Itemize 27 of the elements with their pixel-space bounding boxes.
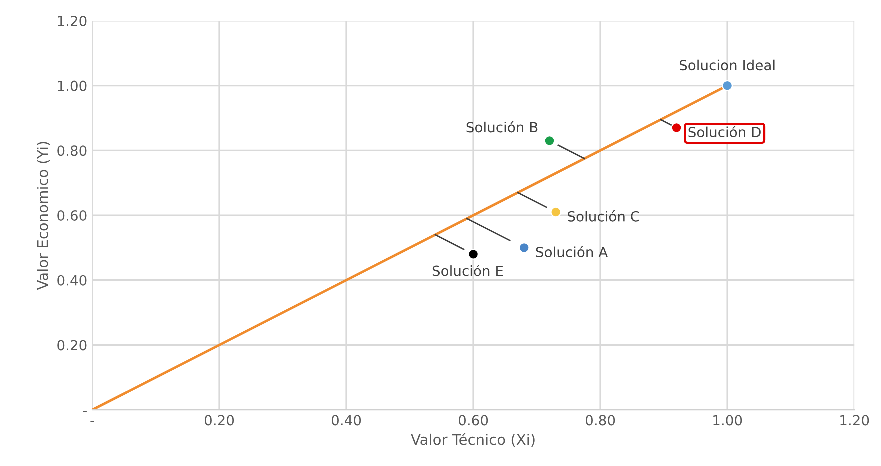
y-tick-label: 1.00 xyxy=(58,80,87,92)
x-tick-label: 0.20 xyxy=(204,415,234,426)
annotation: Solución B xyxy=(466,121,538,133)
x-tick-label: 0.40 xyxy=(332,415,362,426)
annotation: Solución C xyxy=(568,210,640,222)
y-tick-label: 0.60 xyxy=(58,210,87,221)
point xyxy=(550,206,562,218)
x-axis-title: Valor Técnico (Xi) xyxy=(411,433,535,447)
x-tick-label: 0.80 xyxy=(586,415,616,426)
annotation: Solución A xyxy=(536,246,608,258)
point xyxy=(518,242,530,254)
point xyxy=(468,248,480,260)
x-tick-label: 0.60 xyxy=(458,415,488,426)
annotation: Solución D xyxy=(688,126,761,138)
annotation: Solución E xyxy=(432,264,504,276)
point xyxy=(671,122,682,134)
annotation: Solucion Ideal xyxy=(680,60,775,71)
y-tick-label: - xyxy=(83,410,87,412)
point xyxy=(722,80,734,92)
y-tick-label: 0.20 xyxy=(58,340,87,351)
x-tick-label: 1.20 xyxy=(840,415,870,426)
point xyxy=(544,135,556,146)
y-tick-label: 0.40 xyxy=(58,275,87,286)
y-tick-label: 0.80 xyxy=(58,146,87,156)
x-tick-label: 1.00 xyxy=(714,415,742,426)
y-tick-label: 1.20 xyxy=(58,16,87,26)
y-axis-title: Valor Economico (Yi) xyxy=(37,142,50,290)
